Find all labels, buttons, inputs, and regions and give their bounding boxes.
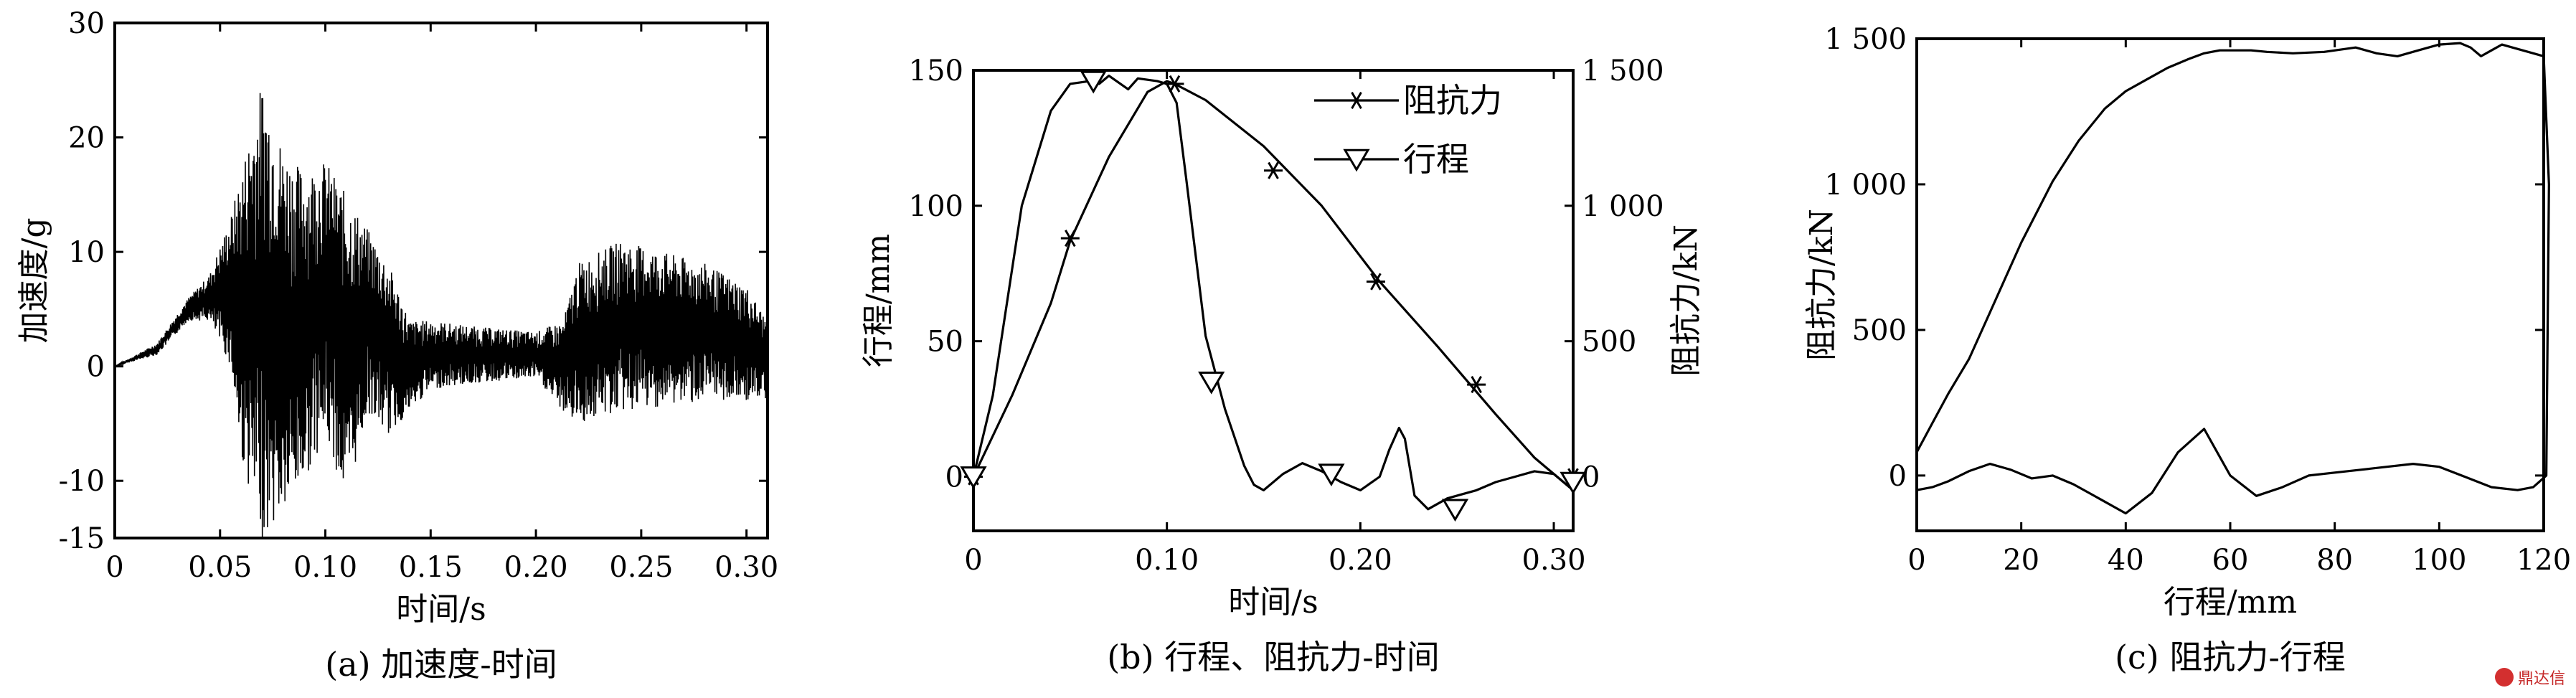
chart-panel-c: 0 20 40 60 80 100 120 0 500 1 000 1 500 行程/mm 阻抗力/kN… [1803,23,2571,676]
y2-tick-label: 1 500 [1582,55,1664,88]
marker-triangle [1080,70,1107,94]
panel-caption: (b) 行程、阻抗力-时间 [1107,638,1440,676]
x-axis-label: 时间/s [1228,584,1318,621]
y-tick-label: -15 [59,522,105,555]
x-tick-label: 0 [964,544,982,577]
marker-triangle [960,466,987,489]
plot-frame [1915,37,2545,532]
x-tick-label: 60 [2212,544,2249,577]
y2-tick-label: 500 [1582,326,1636,359]
marker-asterisk [1347,91,1366,110]
x-tick-label: 0.05 [188,551,252,584]
y-tick-label: 0 [1889,460,1907,493]
chart-panel-b: 0 0.10 0.20 0.30 0 50 100 150 0 500 1 000 1 500 时间/s… [860,55,1704,676]
watermark: 鼎达信 [2495,666,2565,689]
y-tick-label: 10 [68,236,105,269]
y-axis-label: 行程/mm [860,234,897,367]
x-tick-label: 40 [2108,544,2144,577]
marker-asterisk [1060,230,1080,247]
y-tick-label: 50 [927,326,963,359]
marker-triangle [1441,499,1469,522]
series-line-triangle-down [972,74,1575,511]
x-tick-label: 0.10 [293,551,357,584]
y2-axis-label: 阻抗力/kN [1668,225,1704,377]
watermark-text: 鼎达信 [2518,670,2566,688]
y-tick-label: 150 [909,55,963,88]
x-tick-label: 100 [2412,544,2466,577]
y-tick-label: 30 [68,7,105,40]
marker-triangle [1198,371,1225,395]
marker-asterisk [1366,273,1385,291]
y-axis-label: 阻抗力/kN [1803,209,1840,361]
marker-asterisk [1467,376,1486,394]
x-tick-label: 0.30 [1522,544,1586,577]
x-tick-label: 0.25 [609,551,673,584]
y-tick-label: 100 [909,190,963,223]
x-tick-label: 80 [2316,544,2353,577]
y-axis-label: 加速度/g [16,218,52,344]
legend-label: 行程 [1403,140,1469,179]
y2-tick-label: 1 000 [1582,190,1664,223]
y-tick-label: 0 [945,461,963,494]
marker-asterisk [1264,161,1283,179]
x-tick-label: 120 [2516,544,2571,577]
watermark-logo-icon [2495,668,2514,687]
y-tick-label: 500 [1852,314,1907,347]
y-tick-label: 1 500 [1824,23,1907,56]
chart-panel-a: 0 0.05 0.10 0.15 0.20 0.25 0.30 -15 -10 0 10 20 30 时间… [16,7,778,684]
y-tick-label: 1 000 [1824,169,1907,202]
plot-frame [972,69,1575,532]
panel-caption: (c) 阻抗力-行程 [2115,638,2346,676]
panel-caption: (a) 加速度-时间 [325,645,557,684]
legend-label: 阻抗力 [1403,81,1502,120]
x-tick-label: 0.20 [1329,544,1392,577]
marker-triangle [1560,471,1587,495]
plot-frame [113,22,769,539]
marker-triangle [1318,463,1345,487]
marker-triangle [1343,148,1370,172]
y2-tick-label: 0 [1582,461,1600,494]
x-axis-label: 行程/mm [2164,584,2297,621]
marker-asterisk [1165,75,1184,93]
x-tick-label: 0.15 [399,551,463,584]
y-tick-label: 0 [87,351,105,384]
x-axis-label: 时间/s [396,591,486,628]
series-line-loop [1915,42,2550,515]
y-tick-label: -10 [59,465,105,498]
x-tick-label: 0 [105,551,123,584]
x-tick-label: 0.30 [714,551,778,584]
y-tick-label: 20 [68,122,105,155]
x-tick-label: 20 [2003,544,2039,577]
x-tick-label: 0.20 [504,551,568,584]
series-line-acceleration [115,93,768,538]
series-line-asterisk [972,80,1575,491]
x-tick-label: 0.10 [1135,544,1199,577]
x-tick-label: 0 [1907,544,1925,577]
